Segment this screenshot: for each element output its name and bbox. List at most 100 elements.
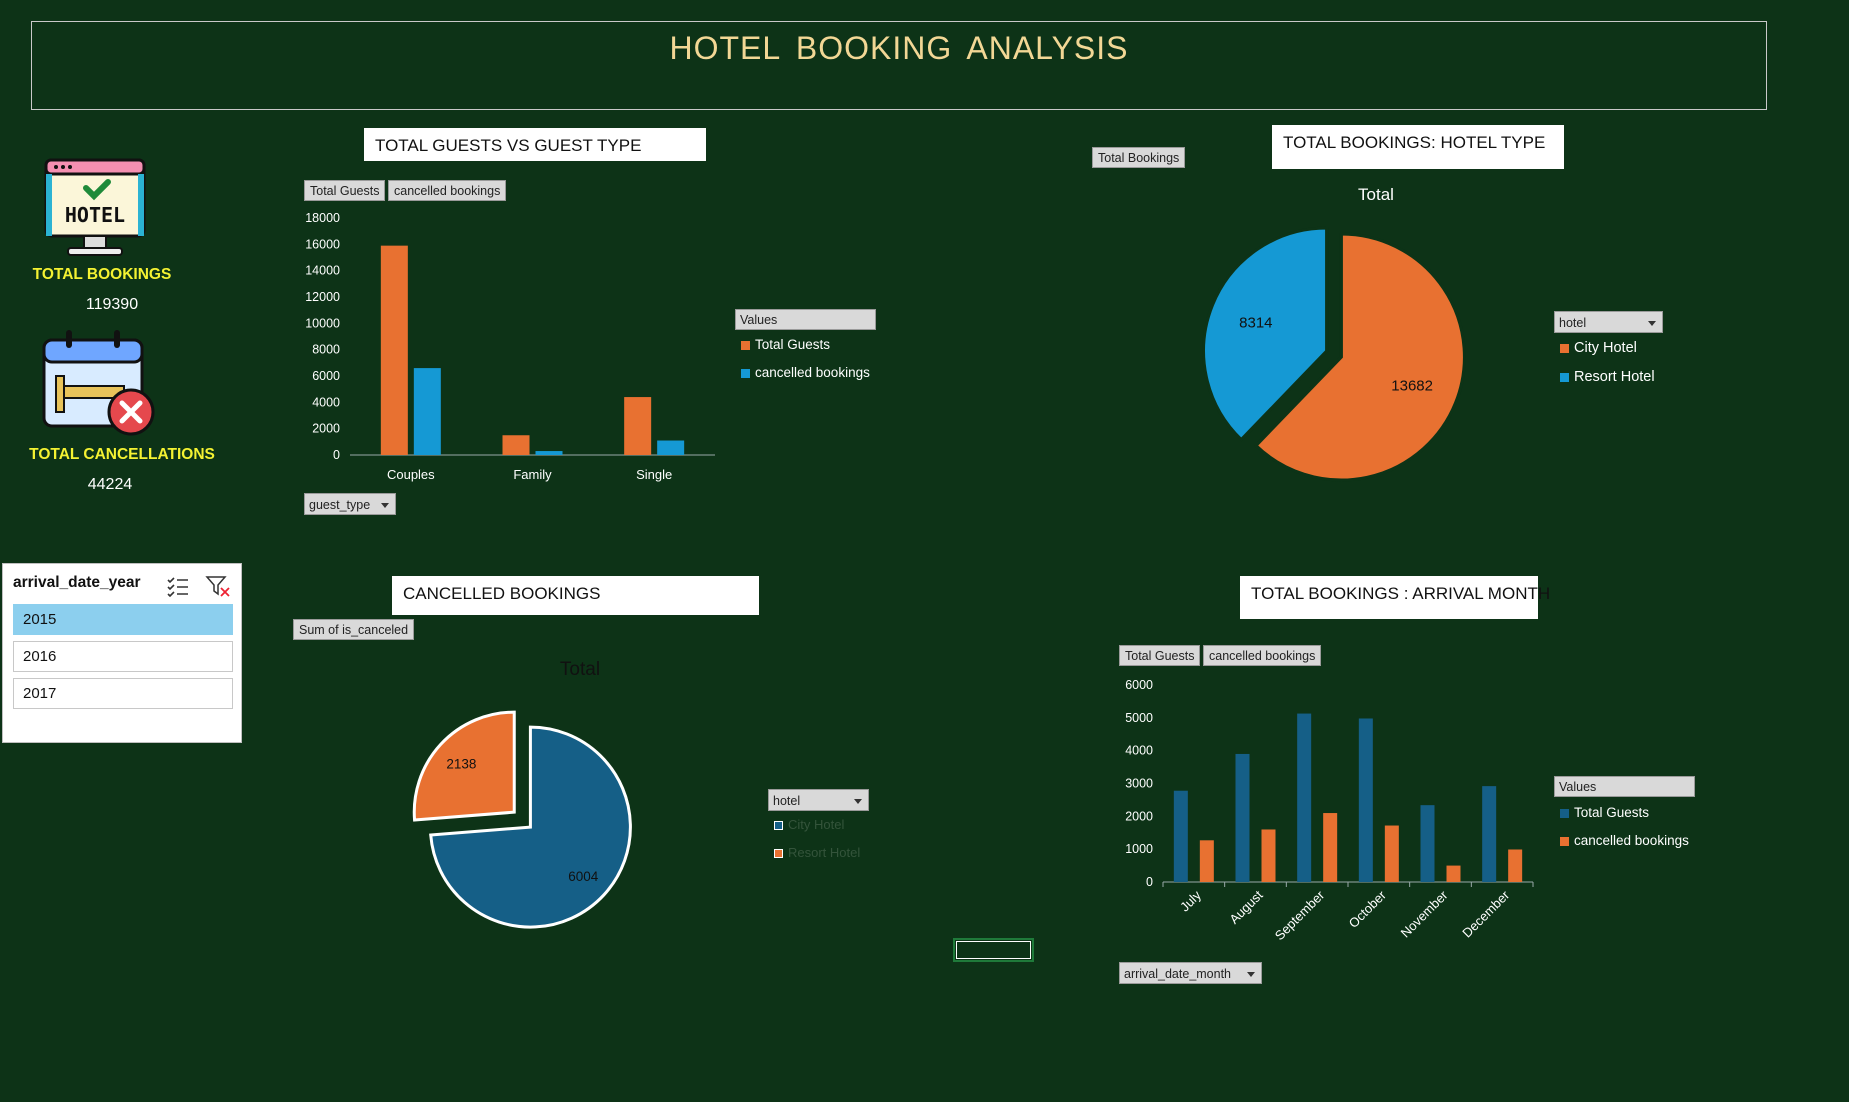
legend-swatch	[741, 368, 750, 378]
bar-single-cancelled	[657, 440, 685, 455]
y-tick-label: 1000	[1125, 842, 1153, 856]
hotel-filter-dropdown[interactable]: hotel	[1554, 311, 1663, 333]
slicer-item-2017[interactable]: 2017	[13, 678, 233, 709]
month-legend-title: Values	[1554, 776, 1695, 797]
chevron-down-icon	[1648, 321, 1656, 326]
pie-slice-resort-hotel	[1202, 226, 1329, 442]
pie-data-label: 6004	[568, 869, 599, 884]
cancel-hotel-filter-dropdown[interactable]: hotel	[768, 789, 869, 811]
chevron-down-icon	[854, 799, 862, 804]
bar-couples-total-guests	[380, 245, 408, 455]
month-legend-total-guests: Total Guests	[1560, 805, 1649, 820]
cancel-chart-title: CANCELLED BOOKINGS	[392, 576, 759, 615]
legend-swatch	[741, 340, 750, 350]
bar-august-total-guests	[1235, 753, 1250, 882]
legend-label: City Hotel	[1574, 340, 1637, 356]
arrival-month-filter-label: arrival_date_month	[1124, 967, 1232, 981]
hotel-legend-resort: Resort Hotel	[1560, 369, 1655, 385]
legend-label: cancelled bookings	[755, 365, 870, 380]
x-tick-label: October	[1346, 887, 1390, 931]
legend-label: Total Guests	[1574, 805, 1650, 820]
hotel-filter-label: hotel	[1559, 316, 1587, 330]
field-button-total-bookings[interactable]: Total Bookings	[1092, 147, 1186, 168]
hotel-chart-title: TOTAL BOOKINGS: HOTEL TYPE	[1272, 125, 1564, 169]
cancel-legend-city: City Hotel	[774, 817, 844, 832]
bar-september-cancelled	[1323, 813, 1338, 882]
slicer-item-2016[interactable]: 2016	[13, 641, 233, 672]
bar-december-cancelled	[1508, 849, 1523, 882]
legend-label: Resort Hotel	[1574, 369, 1655, 385]
bar-november-cancelled	[1446, 865, 1461, 882]
y-tick-label: 0	[333, 448, 340, 462]
bar-december-total-guests	[1482, 786, 1497, 882]
y-tick-label: 6000	[312, 369, 340, 383]
bar-november-total-guests	[1420, 805, 1435, 882]
bar-august-cancelled	[1261, 829, 1276, 882]
legend-label: cancelled bookings	[1574, 833, 1689, 848]
slicer-title: arrival_date_year	[13, 574, 141, 591]
legend-label: City Hotel	[788, 817, 845, 832]
guest-legend-total-guests: Total Guests	[741, 337, 830, 352]
field-button-total-guests[interactable]: Total Guests	[304, 180, 386, 201]
arrival-month-filter-dropdown[interactable]: arrival_date_month	[1119, 962, 1262, 984]
x-tick-label: November	[1398, 887, 1451, 940]
bar-family-total-guests	[502, 435, 530, 455]
y-tick-label: 6000	[1125, 678, 1153, 692]
year-slicer[interactable]: arrival_date_year 2015 2016 2017	[2, 563, 242, 743]
pie-slice-city-hotel	[429, 725, 632, 929]
y-tick-label: 0	[1146, 875, 1153, 889]
guest-type-filter-dropdown[interactable]: guest_type	[304, 493, 396, 515]
pie-data-label: 13682	[1391, 378, 1433, 395]
guest-legend-cancelled: cancelled bookings	[741, 365, 870, 380]
y-tick-label: 8000	[312, 343, 340, 357]
month-chart-title: TOTAL BOOKINGS : ARRIVAL MONTH	[1240, 576, 1550, 619]
total-bookings-label: TOTAL BOOKINGS	[32, 266, 172, 283]
month-legend-cancelled: cancelled bookings	[1560, 833, 1689, 848]
pie-data-label: 8314	[1239, 314, 1272, 331]
legend-swatch	[1560, 372, 1569, 382]
guest-type-filter-label: guest_type	[309, 498, 371, 512]
x-tick-label: December	[1459, 887, 1512, 940]
legend-swatch	[774, 821, 783, 831]
legend-swatch	[1560, 343, 1569, 353]
field-button-month-total-guests[interactable]: Total Guests	[1119, 645, 1201, 666]
slicer-item-2015[interactable]: 2015	[13, 604, 233, 635]
chevron-down-icon	[1247, 972, 1255, 977]
y-tick-label: 10000	[305, 316, 340, 330]
y-tick-label: 3000	[1125, 777, 1153, 791]
cancel-legend-resort: Resort Hotel	[774, 845, 860, 860]
clear-filter-icon[interactable]	[205, 574, 231, 598]
legend-label: Resort Hotel	[788, 845, 861, 860]
pie-slice-resort-hotel	[412, 710, 516, 822]
hotel-monitor-icon: HOTEL	[44, 158, 146, 256]
bar-couples-cancelled	[413, 368, 441, 455]
y-tick-label: 5000	[1125, 711, 1153, 725]
bar-october-cancelled	[1384, 825, 1399, 882]
field-button-cancelled-bookings[interactable]: cancelled bookings	[388, 180, 507, 201]
x-tick-label: Single	[636, 467, 672, 482]
dashboard-header: HOTEL BOOKING ANALYSIS	[31, 21, 1767, 110]
chevron-down-icon	[381, 503, 389, 508]
hotel-type-pie-chart: Total 13682 8314	[1202, 185, 1466, 482]
dashboard-title: HOTEL BOOKING ANALYSIS	[669, 30, 1129, 66]
field-button-sum-is-canceled[interactable]: Sum of is_canceled	[293, 619, 415, 640]
total-cancellations-label: TOTAL CANCELLATIONS	[29, 446, 215, 463]
guest-type-bar-chart: 0 2000 4000 6000 8000 10000 12000 14000 16000 180…	[305, 211, 715, 482]
field-button-month-cancelled[interactable]: cancelled bookings	[1203, 645, 1322, 666]
cancel-hotel-filter-label: hotel	[773, 794, 801, 808]
bar-family-cancelled	[535, 451, 563, 455]
bar-july-cancelled	[1199, 840, 1214, 882]
y-tick-label: 16000	[305, 237, 340, 251]
bar-july-total-guests	[1173, 790, 1188, 882]
bar-september-total-guests	[1297, 713, 1312, 882]
x-tick-label: Couples	[387, 467, 435, 482]
pie-slice-city-hotel	[1253, 232, 1466, 482]
total-cancellations-value: 44224	[87, 476, 133, 493]
x-tick-label: July	[1177, 887, 1204, 914]
multi-select-icon[interactable]	[166, 575, 190, 597]
bar-single-total-guests	[624, 397, 652, 455]
selected-cell[interactable]	[953, 938, 1034, 962]
y-tick-label: 18000	[305, 211, 340, 225]
hotel-legend-city: City Hotel	[1560, 340, 1637, 356]
pie-chart-title: Total	[1358, 185, 1394, 204]
